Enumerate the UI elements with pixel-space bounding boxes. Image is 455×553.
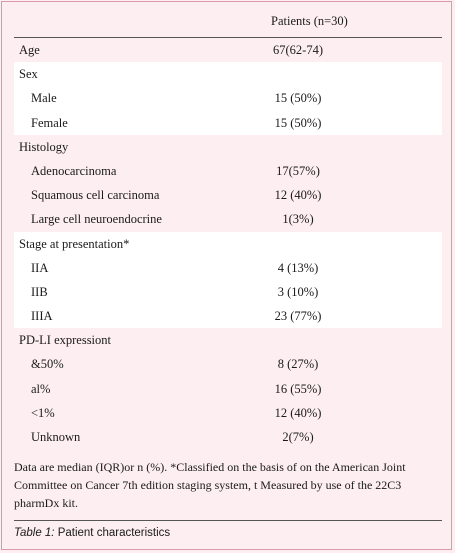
row-label: <1% xyxy=(31,405,55,420)
row-value: 2(7%) xyxy=(282,430,314,444)
row-label: IIIA xyxy=(31,309,53,324)
row-value: 16 (55%) xyxy=(274,381,322,396)
row-value: 67(62-74) xyxy=(273,43,323,57)
table-section-row: PD-LI expressiont xyxy=(14,328,442,352)
row-label: Sex xyxy=(19,67,38,82)
table-row: Large cell neuroendocrine 1(3%) xyxy=(14,207,442,231)
table-row: Squamous cell carcinoma 12 (40%) xyxy=(14,183,442,207)
header-rule xyxy=(14,37,442,38)
row-value: 1(3%) xyxy=(282,212,314,227)
row-value: 23 (77%) xyxy=(274,309,322,324)
row-label: Unknown xyxy=(31,430,81,444)
caption-text: Patient characteristics xyxy=(54,527,171,539)
footer-rule xyxy=(14,520,442,521)
caption-label: Table 1: xyxy=(14,527,55,539)
table-row: IIA 4 (13%) xyxy=(14,255,442,280)
row-label: Male xyxy=(31,91,57,106)
table-row: al% 16 (55%) xyxy=(14,377,442,401)
table-section-row: Age 67(62-74) xyxy=(14,38,442,62)
table-row: IIIA 23 (77%) xyxy=(14,304,442,329)
table-row: <1% 12 (40%) xyxy=(14,401,442,425)
table-section-row: Sex xyxy=(14,62,442,87)
table-row: Unknown 2(7%) xyxy=(14,425,442,449)
row-label: IIB xyxy=(31,284,48,299)
row-value: 12 (40%) xyxy=(274,405,322,420)
table-row: &50% 8 (27%) xyxy=(14,352,442,376)
row-value: 17(57%) xyxy=(276,163,320,178)
row-label: Female xyxy=(31,115,68,130)
row-value: 3 (10%) xyxy=(277,284,319,299)
row-label: IIA xyxy=(31,260,49,275)
row-label: Stage at presentation* xyxy=(19,236,130,251)
table-row: Female 15 (50%) xyxy=(14,110,442,135)
row-value: 15 (50%) xyxy=(274,91,322,106)
table-caption: Table 1: Patient characteristics xyxy=(14,527,170,539)
row-value: 12 (40%) xyxy=(274,188,322,203)
row-value: 4 (13%) xyxy=(277,260,319,275)
table-row: Adenocarcinoma 17(57%) xyxy=(14,159,442,183)
table-header: Patients (n=30) xyxy=(14,0,442,37)
table-section-row: Histology xyxy=(14,135,442,159)
row-value: 15 (50%) xyxy=(274,115,322,130)
table-footnote: Data are median (IQR)or n (%). *Classifi… xyxy=(14,460,406,510)
row-value: 8 (27%) xyxy=(277,357,319,372)
characteristics-table: Age 67(62-74) Sex Male 15 (50%) Female 15 (50%… xyxy=(14,38,442,449)
table-row: Male 15 (50%) xyxy=(14,86,442,111)
row-label: Histology xyxy=(19,139,69,154)
row-label: PD-LI expressiont xyxy=(19,333,111,348)
row-label: Adenocarcinoma xyxy=(31,163,117,178)
table-row: IIB 3 (10%) xyxy=(14,279,442,305)
row-label: al% xyxy=(31,381,51,396)
row-label: Age xyxy=(19,43,40,57)
row-label: Large cell neuroendocrine xyxy=(31,212,162,227)
column-header-patients: Patients (n=30) xyxy=(271,14,348,28)
row-label: &50% xyxy=(31,357,64,372)
row-label: Squamous cell carcinoma xyxy=(31,188,160,203)
table-section-row: Stage at presentation* xyxy=(14,231,442,256)
